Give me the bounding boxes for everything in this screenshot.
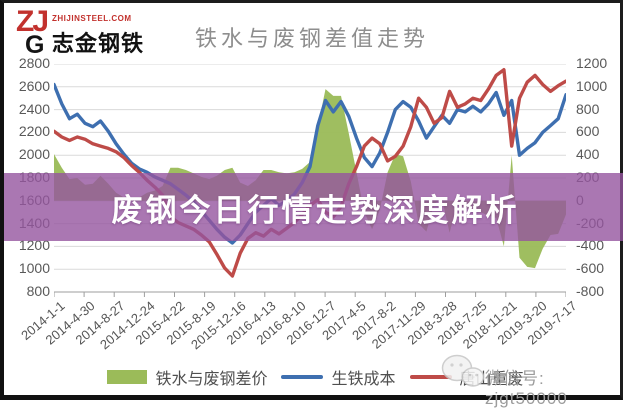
y-axis-tick-label: 2000 <box>18 146 50 162</box>
brand-logo: ZJ G ZHIJINSTEEL.COM 志金钢铁 <box>16 5 144 59</box>
y-axis-tick-label: 2200 <box>18 123 50 139</box>
y-axis-tick-label: 1000 <box>576 78 608 94</box>
y-axis-tick-label: 800 <box>26 283 50 299</box>
y-axis-right: 120010008006004002000-200-400-600-800 <box>572 3 622 403</box>
chart-title: 铁水与废钢差值走势 <box>194 26 429 51</box>
y-axis-tick-label: 800 <box>576 101 600 117</box>
brand-name-text: 志金钢铁 <box>52 31 145 56</box>
legend-item-pigiron: 生铁成本 <box>281 365 396 389</box>
y-axis-tick-label: 1200 <box>18 237 50 253</box>
legend-swatch-blue-line <box>281 375 324 379</box>
y-axis-tick-label: 1200 <box>576 55 608 71</box>
legend-item-diff: 铁水与废钢差价 <box>107 365 267 389</box>
wechat-id-text: 微信号: zjgt50000 <box>485 369 568 408</box>
legend-label-pigiron: 生铁成本 <box>331 371 396 388</box>
headline-banner: 废钢今日行情走势深度解析 <box>4 173 623 241</box>
y-axis-tick-label: 600 <box>576 123 600 139</box>
legend-label-diff: 铁水与废钢差价 <box>155 371 268 388</box>
legend-swatch-area <box>107 370 148 384</box>
logo-zj-text: ZJ <box>16 5 49 38</box>
y-axis-tick-label: 2800 <box>18 55 50 71</box>
logo-g-text: G <box>25 30 45 59</box>
brand-logo-text: ZHIJINSTEEL.COM 志金钢铁 <box>52 14 144 58</box>
brand-logo-mark: ZJ G <box>16 5 49 59</box>
legend-swatch-red-line <box>409 375 452 379</box>
y-axis-tick-label: -400 <box>576 237 605 253</box>
y-axis-tick-label: 1000 <box>18 260 50 276</box>
y-axis-tick-label: 2400 <box>18 101 50 117</box>
y-axis-tick-label: -800 <box>576 283 605 299</box>
brand-site-text: ZHIJINSTEEL.COM <box>52 14 132 23</box>
y-axis-tick-label: 400 <box>576 146 600 162</box>
wechat-icon <box>441 354 485 387</box>
y-axis-tick-label: 2600 <box>18 78 50 94</box>
headline-banner-text: 废钢今日行情走势深度解析 <box>111 192 520 228</box>
chart-legend: 铁水与废钢差价 生铁成本 唐山重废 <box>4 365 623 389</box>
y-axis-tick-label: -600 <box>576 260 605 276</box>
